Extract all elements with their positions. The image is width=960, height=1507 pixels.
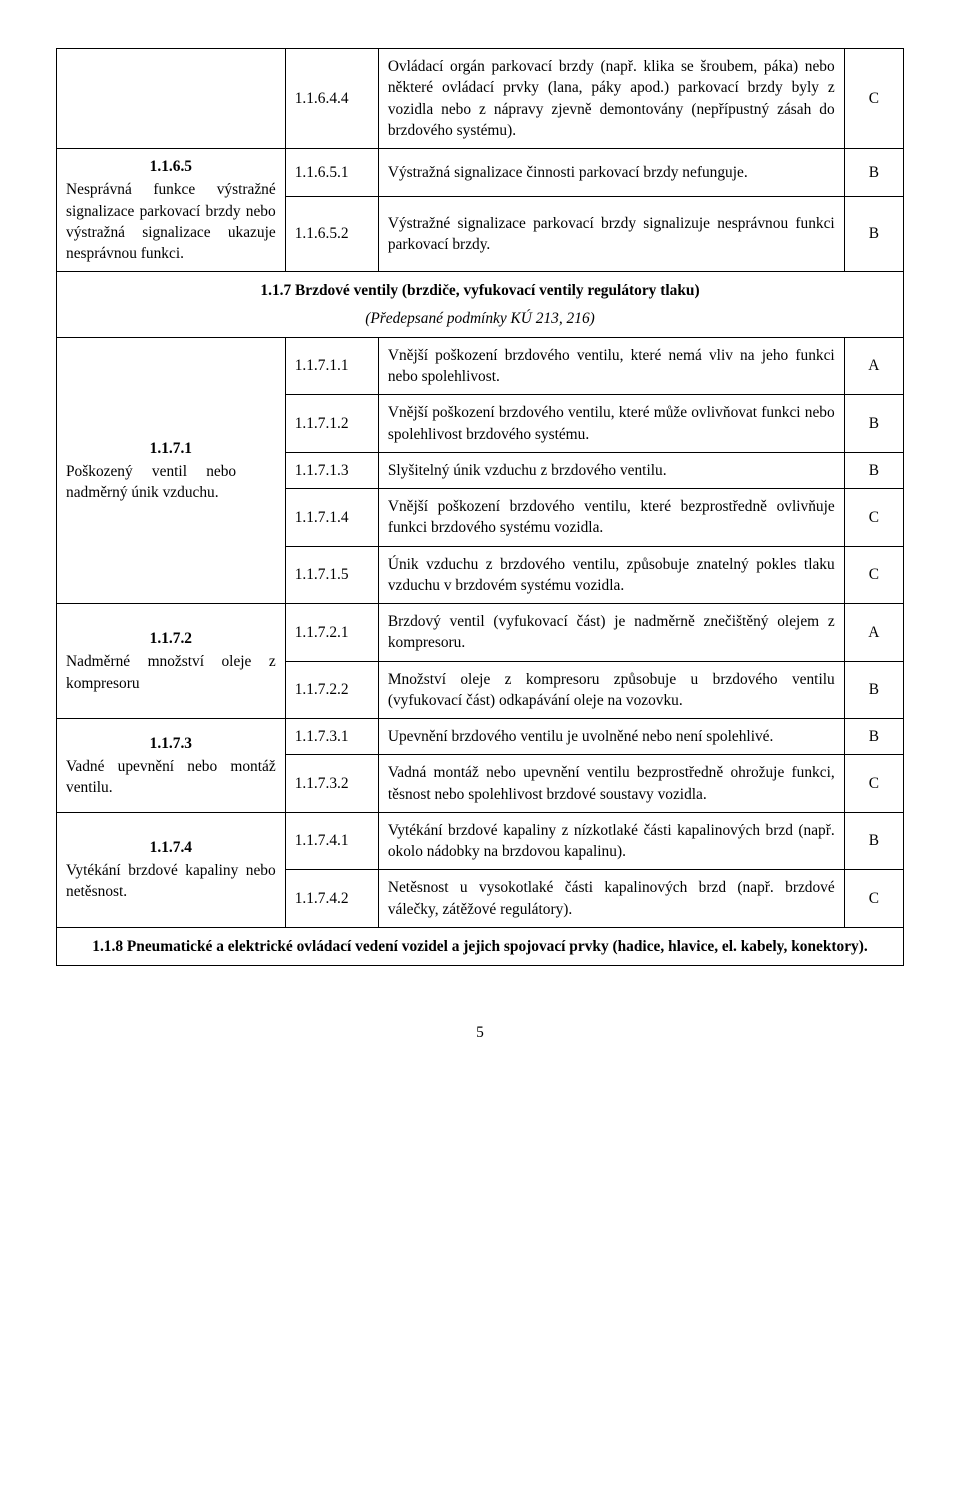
row-grade: C (844, 489, 903, 547)
row-left-num: 1.1.6.5 (66, 156, 276, 177)
row-desc: Slyšitelný únik vzduchu z brzdového vent… (378, 452, 844, 488)
row-left-num: 1.1.7.2 (66, 628, 276, 649)
table-row: 1.1.7.3 Vadné upevnění nebo montáž venti… (57, 719, 904, 755)
table-row: 1.1.7.1 Poškozený ventil nebonadměrný ún… (57, 337, 904, 395)
table-row: 1.1.7.4 Vytékání brzdové kapaliny nebo n… (57, 812, 904, 870)
section-cell: 1.1.8 Pneumatické a elektrické ovládací … (57, 927, 904, 965)
row-code: 1.1.7.1.2 (285, 395, 378, 453)
row-desc: Vnější poškození brzdového ventilu, kter… (378, 337, 844, 395)
row-desc: Množství oleje z kompresoru způsobuje u … (378, 661, 844, 719)
row-code: 1.1.7.4.2 (285, 870, 378, 928)
row-grade: C (844, 870, 903, 928)
row-left-txt: Nesprávná funkce výstražné signalizace p… (66, 179, 276, 264)
row-grade: C (844, 755, 903, 813)
row-grade: B (844, 812, 903, 870)
row-left-txt: Poškozený ventil nebonadměrný únik vzduc… (66, 461, 276, 504)
row-left: 1.1.7.4 Vytékání brzdové kapaliny nebo n… (57, 812, 286, 927)
row-left (57, 49, 286, 149)
row-desc: Výstražná signalizace činnosti parkovací… (378, 149, 844, 197)
row-grade: A (844, 604, 903, 662)
row-desc: Upevnění brzdového ventilu je uvolněné n… (378, 719, 844, 755)
row-code: 1.1.7.3.1 (285, 719, 378, 755)
row-grade: B (844, 661, 903, 719)
row-left-txt: Nadměrné množství oleje z kompresoru (66, 651, 276, 694)
section-subtitle: (Předepsané podmínky KÚ 213, 216) (63, 302, 897, 329)
row-code: 1.1.7.4.1 (285, 812, 378, 870)
row-left-num: 1.1.7.3 (66, 733, 276, 754)
row-code: 1.1.7.2.1 (285, 604, 378, 662)
row-code: 1.1.7.2.2 (285, 661, 378, 719)
table-row: 1.1.6.5 Nesprávná funkce výstražné signa… (57, 149, 904, 197)
row-left-num: 1.1.7.4 (66, 837, 276, 858)
row-desc: Vadná montáž nebo upevnění ventilu bezpr… (378, 755, 844, 813)
row-desc: Výstražné signalizace parkovací brzdy si… (378, 196, 844, 272)
row-grade: B (844, 452, 903, 488)
row-left: 1.1.7.3 Vadné upevnění nebo montáž venti… (57, 719, 286, 813)
section-title: 1.1.7 Brzdové ventily (brzdiče, vyfukova… (63, 280, 897, 301)
row-desc: Ovládací orgán parkovací brzdy (např. kl… (378, 49, 844, 149)
row-code: 1.1.7.3.2 (285, 755, 378, 813)
section-heading-row: 1.1.7 Brzdové ventily (brzdiče, vyfukova… (57, 272, 904, 338)
row-left-txt: Vadné upevnění nebo montáž ventilu. (66, 756, 276, 799)
row-grade: B (844, 149, 903, 197)
row-desc: Brzdový ventil (vyfukovací část) je nadm… (378, 604, 844, 662)
row-desc: Vnější poškození brzdového ventilu, kter… (378, 489, 844, 547)
table-row: 1.1.7.2 Nadměrné množství oleje z kompre… (57, 604, 904, 662)
row-left: 1.1.6.5 Nesprávná funkce výstražné signa… (57, 149, 286, 272)
row-code: 1.1.6.5.1 (285, 149, 378, 197)
row-grade: B (844, 719, 903, 755)
section-title: 1.1.8 Pneumatické a elektrické ovládací … (63, 936, 897, 957)
row-code: 1.1.7.1.3 (285, 452, 378, 488)
row-grade: C (844, 546, 903, 604)
row-grade: A (844, 337, 903, 395)
row-desc: Únik vzduchu z brzdového ventilu, způsob… (378, 546, 844, 604)
row-code: 1.1.7.1.1 (285, 337, 378, 395)
row-code: 1.1.7.1.5 (285, 546, 378, 604)
row-desc: Netěsnost u vysokotlaké části kapalinový… (378, 870, 844, 928)
row-left: 1.1.7.1 Poškozený ventil nebonadměrný ún… (57, 337, 286, 603)
row-code: 1.1.7.1.4 (285, 489, 378, 547)
row-left-txt: Vytékání brzdové kapaliny nebo netěsnost… (66, 860, 276, 903)
row-code: 1.1.6.4.4 (285, 49, 378, 149)
row-grade: B (844, 395, 903, 453)
row-desc: Vytékání brzdové kapaliny z nízkotlaké č… (378, 812, 844, 870)
row-left: 1.1.7.2 Nadměrné množství oleje z kompre… (57, 604, 286, 719)
row-grade: B (844, 196, 903, 272)
page-number: 5 (56, 1022, 904, 1043)
regulation-table: 1.1.6.4.4 Ovládací orgán parkovací brzdy… (56, 48, 904, 966)
row-grade: C (844, 49, 903, 149)
section-cell: 1.1.7 Brzdové ventily (brzdiče, vyfukova… (57, 272, 904, 338)
row-desc: Vnější poškození brzdového ventilu, kter… (378, 395, 844, 453)
row-left-num: 1.1.7.1 (66, 438, 276, 459)
row-code: 1.1.6.5.2 (285, 196, 378, 272)
table-row: 1.1.6.4.4 Ovládací orgán parkovací brzdy… (57, 49, 904, 149)
section-heading-row: 1.1.8 Pneumatické a elektrické ovládací … (57, 927, 904, 965)
